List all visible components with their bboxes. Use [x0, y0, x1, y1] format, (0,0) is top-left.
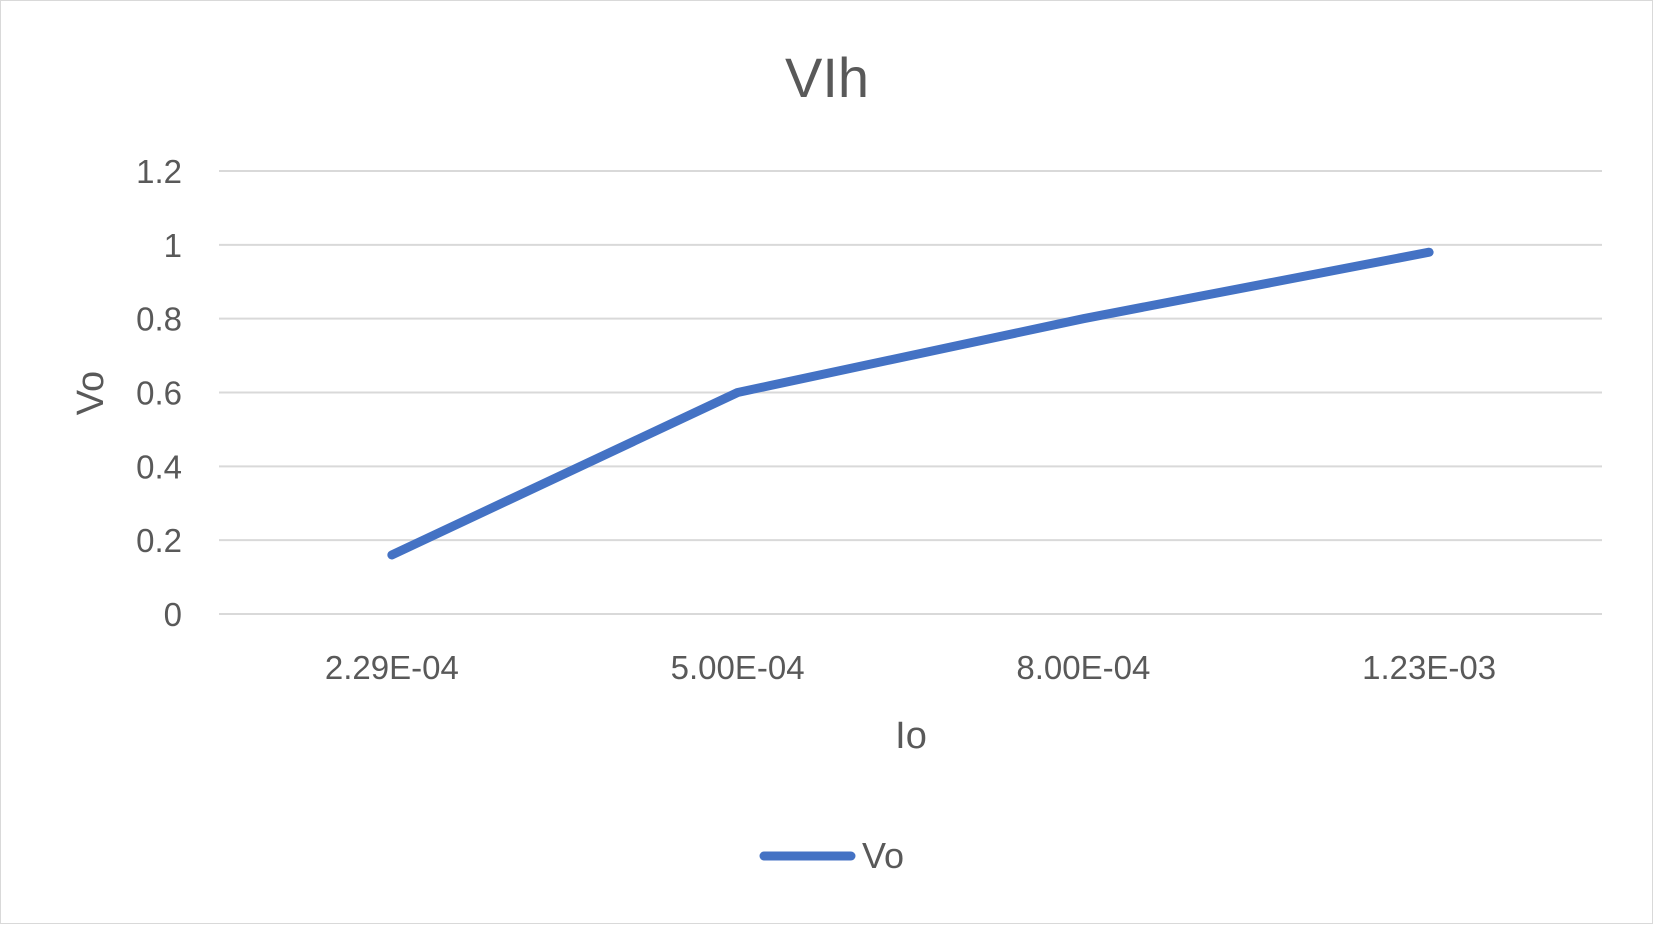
y-axis-label: Vo [70, 371, 112, 415]
x-tick-label: 8.00E-04 [1016, 649, 1150, 686]
y-tick-label: 0 [164, 596, 182, 633]
y-tick-label: 0.4 [136, 448, 182, 485]
y-tick-label: 1 [164, 227, 182, 264]
y-axis-ticks: 0 0.2 0.4 0.6 0.8 1 1.2 [136, 153, 182, 633]
series-group [392, 252, 1429, 555]
y-tick-label: 1.2 [136, 153, 182, 190]
gridlines [219, 171, 1602, 614]
x-axis-label: Io [895, 715, 927, 757]
x-tick-label: 2.29E-04 [325, 649, 459, 686]
legend-label: Vo [862, 835, 904, 876]
y-tick-label: 0.6 [136, 375, 182, 412]
y-tick-label: 0.8 [136, 301, 182, 338]
chart-title: VIh [785, 46, 869, 109]
x-axis-ticks: 2.29E-04 5.00E-04 8.00E-04 1.23E-03 [325, 649, 1496, 686]
x-tick-label: 1.23E-03 [1362, 649, 1496, 686]
y-tick-label: 0.2 [136, 522, 182, 559]
series-line-vo [392, 252, 1429, 555]
x-tick-label: 5.00E-04 [671, 649, 805, 686]
legend: Vo [764, 835, 904, 876]
